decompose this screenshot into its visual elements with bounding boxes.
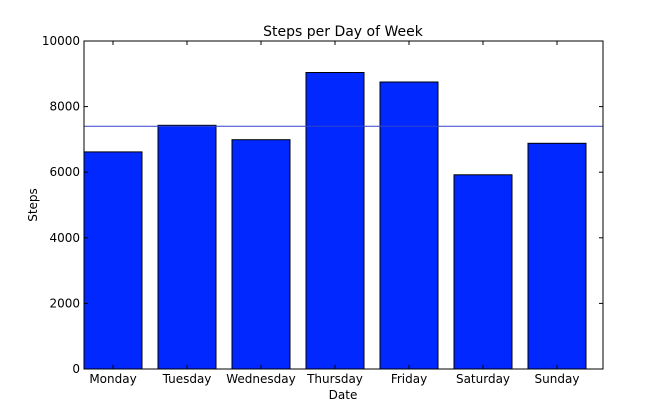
x-axis: Monday Tuesday Wednesday Thursday Friday Satu… <box>89 41 579 386</box>
y-tick-label: 10000 <box>42 34 80 48</box>
x-tick-label: Monday <box>89 372 136 386</box>
plot-frame <box>83 40 604 370</box>
x-tick-label: Thursday <box>306 372 363 386</box>
chart-title: Steps per Day of Week <box>263 24 424 40</box>
bar-monday <box>83 151 143 370</box>
bar-saturday <box>453 174 513 370</box>
x-tick-label: Sunday <box>535 372 580 386</box>
y-tick-label: 6000 <box>49 165 80 179</box>
bar-thursday <box>305 72 365 370</box>
bar-sunday <box>527 142 587 370</box>
bar-friday <box>379 81 439 370</box>
plot-area <box>83 72 603 370</box>
x-tick-label: Saturday <box>456 372 510 386</box>
y-tick-label: 0 <box>72 362 80 376</box>
x-tick-label: Tuesday <box>162 372 212 386</box>
x-axis-label: Date <box>329 388 358 402</box>
bar-tuesday <box>157 124 217 370</box>
y-axis-label: Steps <box>26 188 40 222</box>
y-axis: 0 2000 4000 6000 8000 10000 <box>42 34 603 376</box>
y-tick-label: 8000 <box>49 100 80 114</box>
y-tick-label: 4000 <box>49 231 80 245</box>
x-tick-label: Wednesday <box>226 372 295 386</box>
x-tick-label: Friday <box>391 372 427 386</box>
y-tick-label: 2000 <box>49 296 80 310</box>
bar-wednesday <box>231 139 291 370</box>
